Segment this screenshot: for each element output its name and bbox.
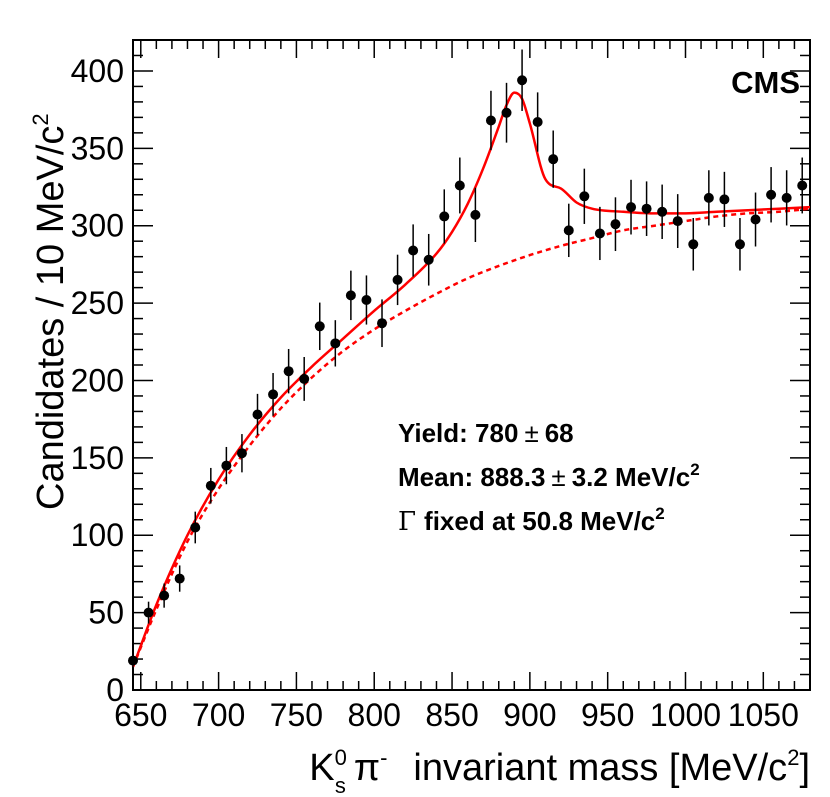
- y-tick-label: 350: [71, 130, 124, 166]
- plot-frame: [132, 39, 811, 691]
- data-point: [361, 295, 372, 305]
- data-point: [532, 117, 543, 128]
- data-point: [610, 219, 621, 230]
- data-point: [423, 254, 434, 265]
- experiment-label: CMS: [731, 65, 800, 100]
- fit-curve-group: [131, 91, 811, 668]
- data-point: [252, 409, 263, 420]
- data-point: [470, 209, 481, 220]
- data-point: [392, 274, 403, 285]
- data-point: [159, 590, 170, 601]
- axis-tick-labels: 650 700 750 800 850 900 950 1000 1050 0 50 100 150 20…: [71, 53, 799, 733]
- data-points: [128, 49, 808, 668]
- data-point: [766, 189, 777, 200]
- x-tick-label: 1050: [728, 697, 799, 733]
- x-tick-label: 850: [425, 697, 478, 733]
- x-tick-label: 800: [348, 697, 401, 733]
- data-point: [408, 245, 419, 256]
- data-point: [190, 522, 201, 533]
- data-point: [750, 214, 761, 225]
- data-point: [454, 180, 465, 191]
- x-tick-label: 1000: [650, 697, 721, 733]
- data-point: [579, 191, 590, 202]
- annotation-mean: Mean: 888.3 ±3.2 MeV/c2: [398, 460, 700, 492]
- data-point: [128, 655, 138, 666]
- data-point: [594, 228, 605, 239]
- data-point: [548, 154, 559, 165]
- x-tick-label: 950: [581, 697, 634, 733]
- data-point: [174, 573, 185, 584]
- data-point: [563, 225, 574, 236]
- data-point: [501, 107, 512, 118]
- data-point: [283, 366, 294, 377]
- data-point: [221, 460, 232, 471]
- data-point: [517, 75, 528, 86]
- y-tick-label: 200: [71, 362, 124, 398]
- y-tick-label: 50: [88, 595, 124, 631]
- data-point: [626, 202, 637, 213]
- x-axis-title: K0 s π-invariant mass [MeV/c2]: [309, 745, 810, 797]
- data-point: [299, 373, 310, 384]
- data-point: [641, 203, 652, 214]
- x-tick-label: 900: [503, 697, 556, 733]
- data-point: [781, 192, 792, 203]
- fit-curve: [131, 91, 811, 668]
- y-tick-label: 400: [71, 53, 124, 89]
- data-point: [485, 115, 496, 126]
- data-point: [268, 389, 279, 400]
- data-point: [330, 338, 341, 349]
- data-point: [345, 290, 356, 301]
- data-point: [236, 448, 247, 459]
- data-point: [797, 180, 808, 191]
- y-tick-label: 150: [71, 440, 124, 476]
- data-point: [688, 239, 699, 250]
- y-tick-label: 300: [71, 208, 124, 244]
- data-point: [439, 211, 450, 222]
- data-point: [719, 194, 730, 205]
- data-point: [657, 206, 668, 217]
- annotation-yield: Yield: 780 ±68: [398, 418, 574, 448]
- x-tick-label: 700: [192, 697, 245, 733]
- axis-ticks: [133, 39, 811, 691]
- data-point: [703, 192, 714, 203]
- y-axis-title: Candidates / 10 MeV/c2: [28, 113, 72, 510]
- y-tick-label: 100: [71, 517, 124, 553]
- data-point: [377, 318, 388, 329]
- data-point: [143, 607, 154, 618]
- y-tick-label: 250: [71, 285, 124, 321]
- y-tick-label: 0: [106, 672, 124, 708]
- data-point: [205, 480, 216, 491]
- x-tick-label: 750: [270, 697, 323, 733]
- data-point: [672, 216, 683, 227]
- data-point: [734, 239, 745, 250]
- data-point: [314, 321, 325, 332]
- x-tick-label: 650: [114, 697, 167, 733]
